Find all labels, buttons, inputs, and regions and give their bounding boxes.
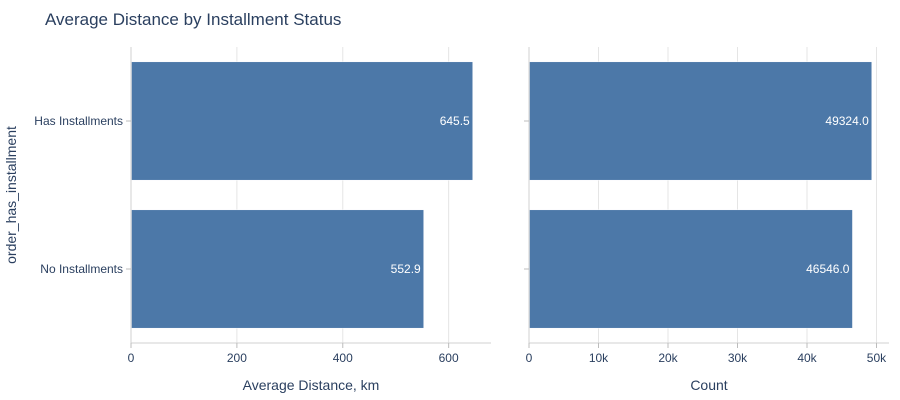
bar-2-2 (529, 209, 853, 329)
x-axis-title-1: Average Distance, km (243, 377, 380, 393)
chart-title: Average Distance by Installment Status (45, 10, 341, 29)
x-tick-label-2-3: 30k (728, 351, 748, 365)
bar-value-label-2-2: 46546.0 (806, 262, 850, 276)
bar-1-2 (131, 209, 424, 329)
bar-value-label-1-2: 552.9 (391, 262, 421, 276)
x-tick-label-1-1: 200 (227, 351, 247, 365)
y-tick-label-2: No Installments (40, 262, 123, 276)
x-tick-label-2-2: 20k (658, 351, 678, 365)
bar-value-label-2-1: 49324.0 (825, 114, 869, 128)
x-tick-label-2-4: 40k (797, 351, 817, 365)
x-tick-label-1-0: 0 (128, 351, 135, 365)
x-tick-label-1-2: 400 (333, 351, 353, 365)
bar-value-label-1-1: 645.5 (440, 114, 470, 128)
chart-panels: 645.5 552.9 0 200 400 600 Average Distance, km… (34, 47, 889, 393)
x-tick-label-2-5: 50k (867, 351, 887, 365)
y-tick-label-1: Has Installments (34, 114, 123, 128)
x-tick-label-2-1: 10k (589, 351, 609, 365)
x-tick-label-1-3: 600 (439, 351, 459, 365)
bar-1-1 (131, 61, 473, 181)
x-tick-label-2-0: 0 (526, 351, 533, 365)
y-axis-title: order_has_installment (3, 126, 19, 264)
x-axis-title-2: Count (690, 377, 727, 393)
bar-2-1 (529, 61, 873, 181)
